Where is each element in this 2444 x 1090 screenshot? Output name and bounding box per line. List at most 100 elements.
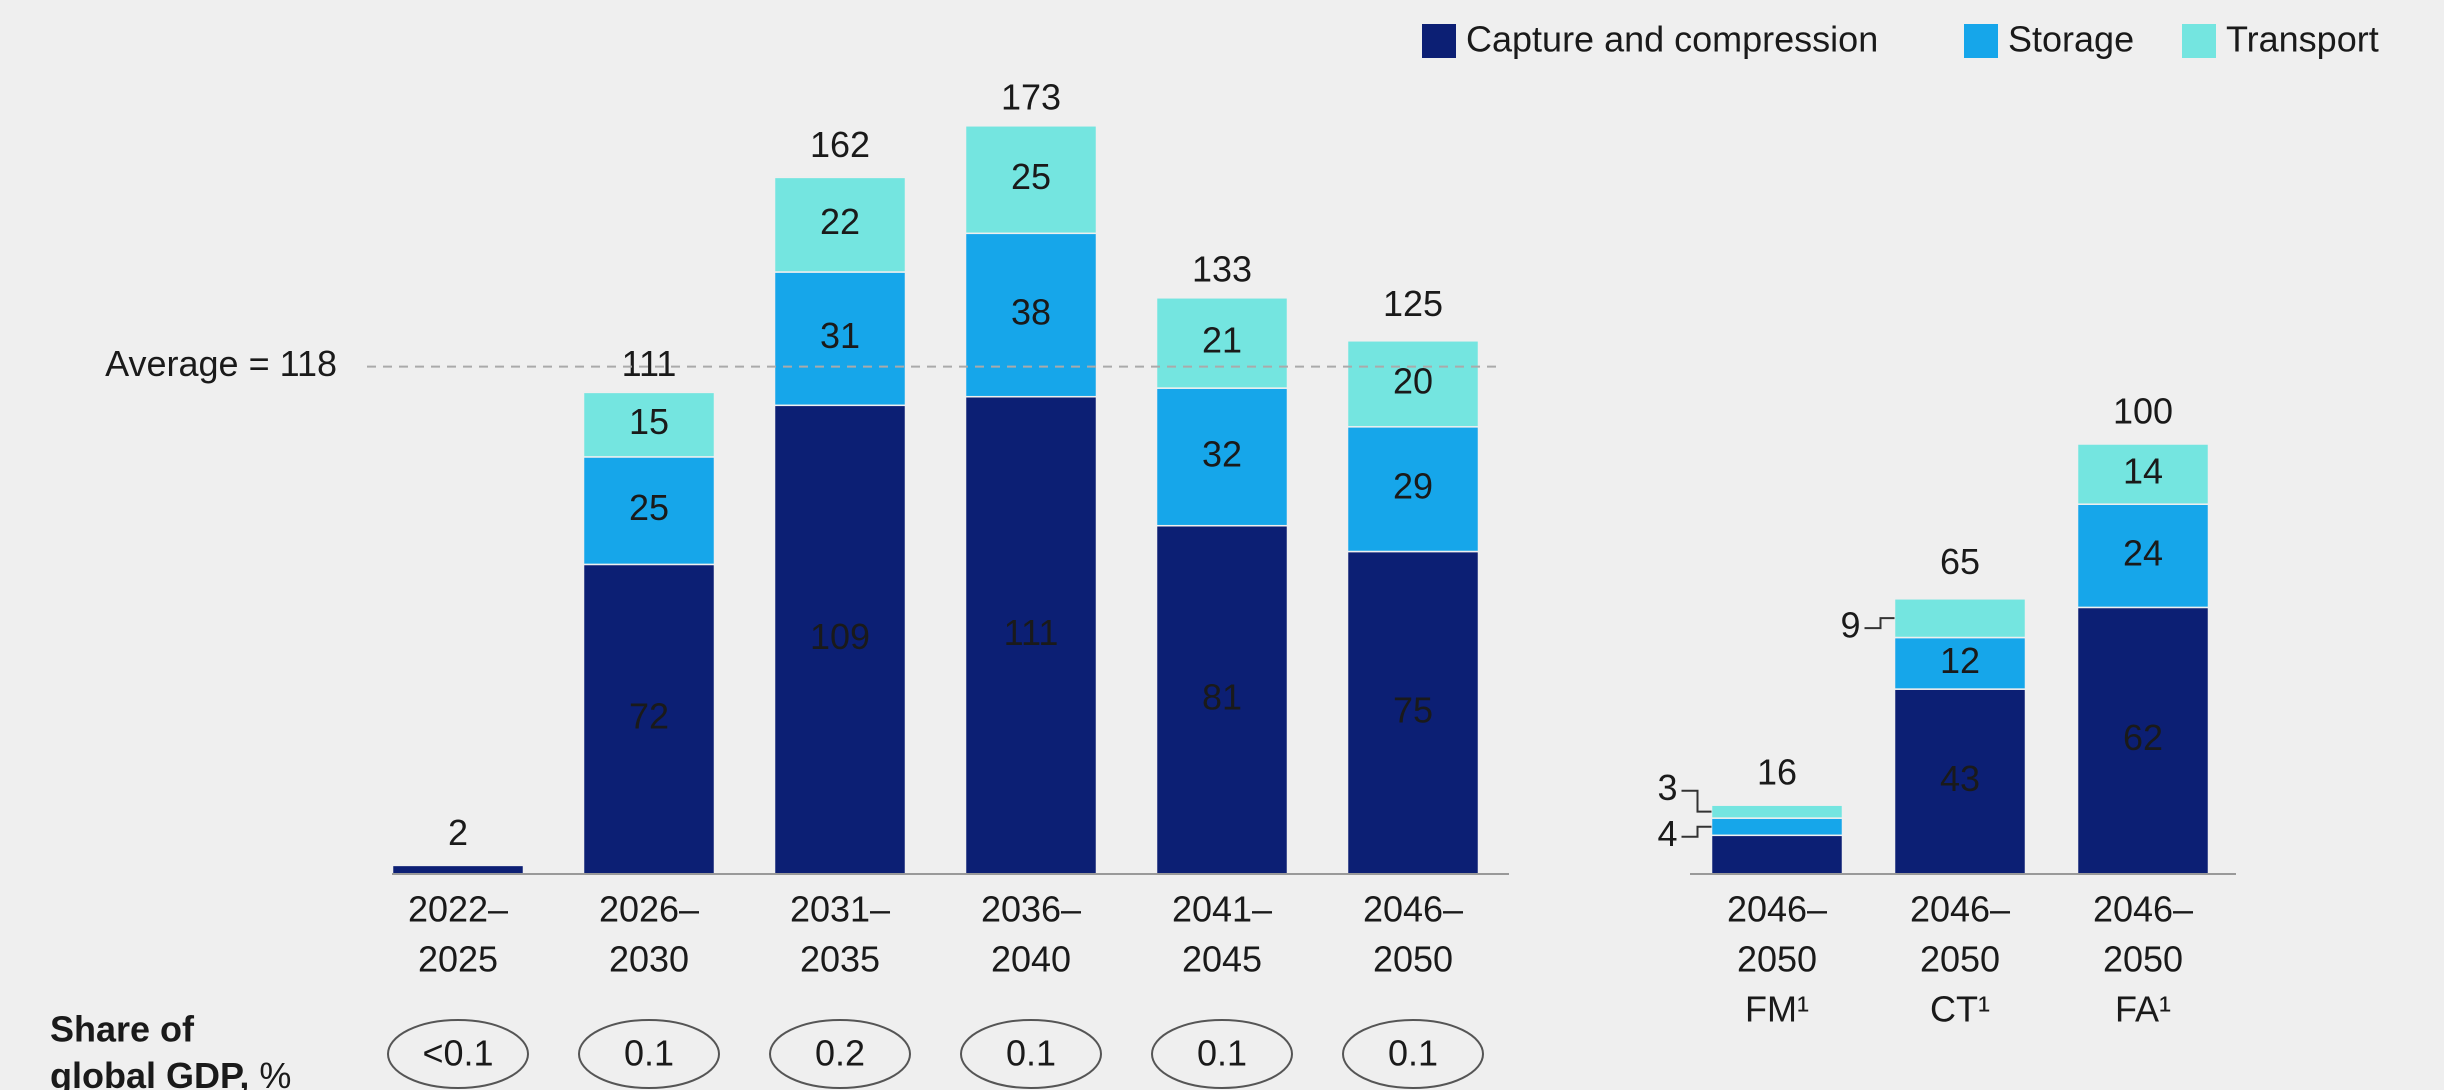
x-tick-label: 2050	[1373, 939, 1453, 980]
segment-label: 81	[1202, 676, 1242, 717]
total-label: 125	[1383, 283, 1443, 324]
bar-segment	[964, 395, 1098, 875]
bar-segment	[1346, 426, 1480, 553]
bar-segment	[1710, 804, 1844, 819]
segment-label: 3	[1657, 767, 1677, 808]
bar-segment	[1155, 297, 1289, 389]
gdp-value: 0.1	[1388, 1033, 1438, 1074]
segment-label: 14	[2123, 451, 2163, 492]
total-label: 16	[1757, 752, 1797, 793]
segment-label: 4	[1657, 813, 1677, 854]
gdp-label: global GDP,%	[50, 1055, 291, 1090]
gdp-label: Share of	[50, 1009, 195, 1050]
x-tick-label: 2022–	[408, 889, 508, 930]
bar-segment	[2076, 443, 2210, 505]
segment-label: 75	[1393, 689, 1433, 730]
segment-label: 31	[820, 315, 860, 356]
segment-label: 109	[810, 616, 870, 657]
total-label: 111	[622, 343, 677, 384]
bar-segment	[1710, 817, 1844, 837]
x-tick-label: 2045	[1182, 939, 1262, 980]
average-label: Average = 118	[105, 343, 337, 384]
segment-label: 32	[1202, 433, 1242, 474]
segment-label: 111	[1004, 612, 1059, 653]
segment-label: 62	[2123, 717, 2163, 758]
segment-label: 22	[820, 201, 860, 242]
bar-segment	[1893, 636, 2027, 690]
x-tick-label: 2046–	[2093, 889, 2193, 930]
segment-label: 21	[1202, 319, 1242, 360]
legend-swatch	[2182, 24, 2216, 58]
gdp-value: 0.1	[1006, 1033, 1056, 1074]
legend-label: Transport	[2226, 19, 2379, 60]
leader-line	[1864, 617, 1895, 630]
segment-label: 25	[1011, 156, 1051, 197]
bar-segment	[964, 125, 1098, 235]
segment-label: 12	[1940, 640, 1980, 681]
segment-label: 9	[1840, 605, 1860, 646]
legend-swatch	[1422, 24, 1456, 58]
gdp-value: 0.1	[1197, 1033, 1247, 1074]
segment-label: 29	[1393, 466, 1433, 507]
x-tick-label: FM¹	[1745, 989, 1809, 1030]
total-label: 173	[1001, 77, 1061, 118]
gdp-label-unit: %	[259, 1055, 291, 1090]
segment-label: 24	[2123, 532, 2163, 573]
leader-line	[1681, 789, 1712, 813]
bar-segment	[1346, 550, 1480, 875]
total-label: 65	[1940, 541, 1980, 582]
total-label: 2	[448, 812, 468, 853]
x-tick-label: 2036–	[981, 889, 1081, 930]
gdp-oval	[1151, 1019, 1293, 1089]
bar-segment	[1346, 340, 1480, 428]
bar-segment	[1893, 598, 2027, 639]
segment-label: 72	[629, 696, 669, 737]
x-tick-label: 2035	[800, 939, 880, 980]
bar-segment	[773, 404, 907, 875]
bar-segment	[1710, 834, 1844, 875]
gdp-oval	[1342, 1019, 1484, 1089]
bar-segment	[773, 176, 907, 273]
segment-label: 43	[1940, 758, 1980, 799]
x-tick-label: 2050	[2103, 939, 2183, 980]
gdp-oval	[578, 1019, 720, 1089]
x-tick-label: 2046–	[1727, 889, 1827, 930]
x-tick-label: 2041–	[1172, 889, 1272, 930]
bar-segment	[2076, 503, 2210, 609]
x-tick-label: 2040	[991, 939, 1071, 980]
x-tick-label: CT¹	[1930, 989, 1990, 1030]
total-label: 100	[2113, 391, 2173, 432]
bar-segment	[1893, 688, 2027, 875]
legend-label: Storage	[2008, 19, 2134, 60]
gdp-oval	[960, 1019, 1102, 1089]
gdp-oval	[769, 1019, 911, 1089]
gdp-value: <0.1	[422, 1033, 493, 1074]
bar-segment	[2076, 606, 2210, 875]
bar-segment	[582, 563, 716, 875]
gdp-oval	[387, 1019, 529, 1089]
segment-label: 15	[629, 401, 669, 442]
gdp-label-bold: global GDP,	[50, 1055, 249, 1090]
x-tick-label: 2025	[418, 939, 498, 980]
x-tick-label: FA¹	[2115, 989, 2171, 1030]
x-tick-label: 2030	[609, 939, 689, 980]
legend-swatch	[1964, 24, 1998, 58]
x-tick-label: 2046–	[1363, 889, 1463, 930]
segment-label: 38	[1011, 292, 1051, 333]
bar-segment	[1155, 387, 1289, 527]
legend-label: Capture and compression	[1466, 19, 1878, 60]
bar-segment	[582, 391, 716, 458]
gdp-value: 0.2	[815, 1033, 865, 1074]
bar-segment	[964, 232, 1098, 398]
x-tick-label: 2050	[1737, 939, 1817, 980]
bar-segment	[773, 271, 907, 407]
segment-label: 25	[629, 487, 669, 528]
bar-segment	[1155, 524, 1289, 875]
bar-segment	[391, 864, 525, 875]
x-tick-label: 2031–	[790, 889, 890, 930]
leader-line	[1681, 825, 1712, 838]
gdp-value: 0.1	[624, 1033, 674, 1074]
total-label: 133	[1192, 249, 1252, 290]
x-tick-label: 2026–	[599, 889, 699, 930]
